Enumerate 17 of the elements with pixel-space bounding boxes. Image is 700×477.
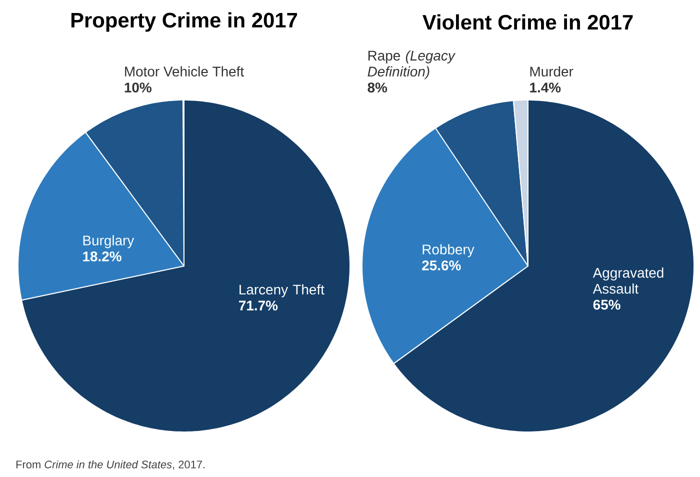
text: From Crime in the United States, 2017. bbox=[16, 460, 205, 470]
slice-label: Aggravated Assault bbox=[592, 268, 664, 294]
data-label: 10% bbox=[124, 82, 152, 92]
slice-label: Rape (Legacy Definition) bbox=[368, 50, 456, 80]
slice-label: Robbery bbox=[422, 244, 474, 258]
data-label: 18.2% bbox=[83, 251, 122, 262]
slice-label: Burglary bbox=[83, 235, 134, 248]
slice-label: Motor Vehicle Theft bbox=[125, 66, 244, 77]
slice-label: Murder bbox=[530, 66, 574, 77]
data-label: 8% bbox=[368, 82, 388, 92]
slice-label: Larceny Theft bbox=[240, 284, 324, 298]
data-label: 25.6% bbox=[422, 260, 461, 270]
chart-title: Property Crime in 2017 bbox=[71, 12, 298, 32]
data-label: 1.4% bbox=[530, 82, 561, 92]
data-label: 71.7% bbox=[239, 300, 278, 310]
chart-title: Violent Crime in 2017 bbox=[422, 14, 633, 30]
data-label: 65% bbox=[593, 300, 620, 310]
